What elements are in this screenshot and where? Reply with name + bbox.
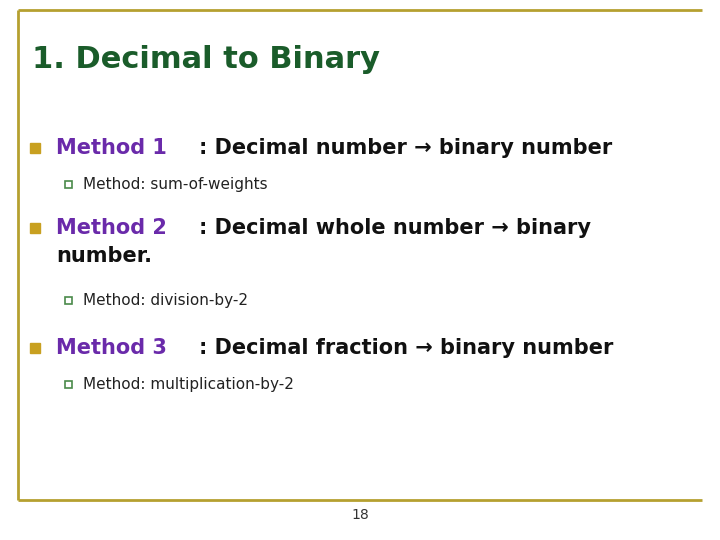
Bar (65, 180, 71, 187)
Text: : Decimal number → binary number: : Decimal number → binary number (199, 138, 612, 158)
Text: number.: number. (56, 246, 152, 266)
Text: : Decimal fraction → binary number: : Decimal fraction → binary number (199, 338, 613, 358)
Text: Method 1: Method 1 (56, 138, 167, 158)
Bar (65, 296, 71, 303)
Bar (65, 381, 71, 388)
Text: Method: division-by-2: Method: division-by-2 (83, 293, 248, 307)
Text: 1. Decimal to Binary: 1. Decimal to Binary (32, 45, 380, 75)
Text: Method: multiplication-by-2: Method: multiplication-by-2 (83, 376, 294, 392)
Bar (30, 143, 40, 153)
Text: Method 2: Method 2 (56, 218, 167, 238)
Text: Method: sum-of-weights: Method: sum-of-weights (83, 177, 268, 192)
Bar (30, 223, 40, 233)
Text: 18: 18 (351, 508, 369, 522)
Text: Method 3: Method 3 (56, 338, 167, 358)
Bar (30, 343, 40, 353)
Text: : Decimal whole number → binary: : Decimal whole number → binary (199, 218, 591, 238)
